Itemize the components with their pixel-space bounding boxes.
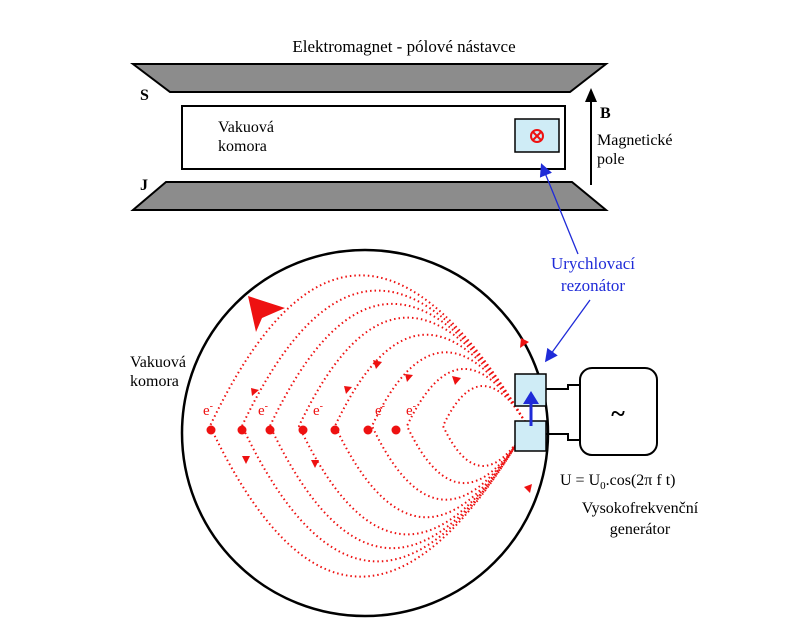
arrowhead-3 [373,360,382,369]
electron-dot [330,425,340,435]
wire-lower [546,433,580,441]
trajectory-arc [297,316,526,536]
arrowhead-9 [524,484,532,493]
generator-label-1: Vysokofrekvenční [582,500,699,517]
trajectory-arc [268,302,526,550]
arrowhead-1 [251,388,259,396]
arrowhead-8 [520,338,529,348]
arrowhead-2 [344,386,352,394]
electron-dot [298,425,308,435]
electron-label: e- [258,401,268,419]
pointer-to-resonator-top [539,163,579,255]
voltage-formula: U = U0.cos(2π f t) [560,472,675,492]
trajectory-arrowheads [242,296,532,493]
chamber-label-top-2: komora [218,138,267,155]
field-label-2: pole [597,151,625,168]
field-symbol: B [600,105,611,122]
electron-group: e-e-e-e-e- [203,401,416,435]
arrowhead-6 [242,456,250,464]
vacuum-chamber-side [181,105,566,170]
trajectory-arc [333,333,526,519]
chamber-label-bottom-2: komora [130,373,179,390]
generator-label-2: generátor [610,521,671,538]
electron-label: e- [313,401,323,419]
wire-upper [546,384,580,390]
electron-dot [237,425,247,435]
arrowhead-5 [452,376,461,385]
trajectory-arc [441,385,526,467]
diagram-title: Elektromagnet - pólové nástavce [292,37,515,56]
magnetic-field-arrow-icon [585,88,597,185]
electron-trajectory [208,274,526,578]
circle-cross-icon [530,129,544,143]
arrowhead-4 [405,374,413,382]
pointer-to-resonator-bottom [544,299,591,363]
electron-dot [265,425,275,435]
trajectory-arc [240,289,526,563]
electron-label: e- [406,401,416,419]
chamber-label-bottom-1: Vakuová [130,354,186,371]
electron-dot [391,425,401,435]
pole-label-j: J [140,177,148,194]
pole-piece-lower [130,181,609,211]
resonator-label-2: rezonátor [561,276,626,295]
pole-label-s: S [140,87,149,104]
electron-label: e- [203,401,213,419]
electron-dot [363,425,373,435]
hf-generator-box [579,367,658,456]
electron-dot [206,425,216,435]
arrowhead-large [248,296,285,332]
electron-label: e- [375,401,385,419]
generator-symbol: ~ [611,399,625,428]
arrowhead-7 [311,460,319,468]
field-label-1: Magnetické [597,132,673,149]
pole-piece-upper [130,63,609,93]
chamber-label-top-1: Vakuová [218,119,274,136]
resonator-label-1: Urychlovací [551,254,635,273]
accelerating-field-arrow-icon [523,391,539,426]
